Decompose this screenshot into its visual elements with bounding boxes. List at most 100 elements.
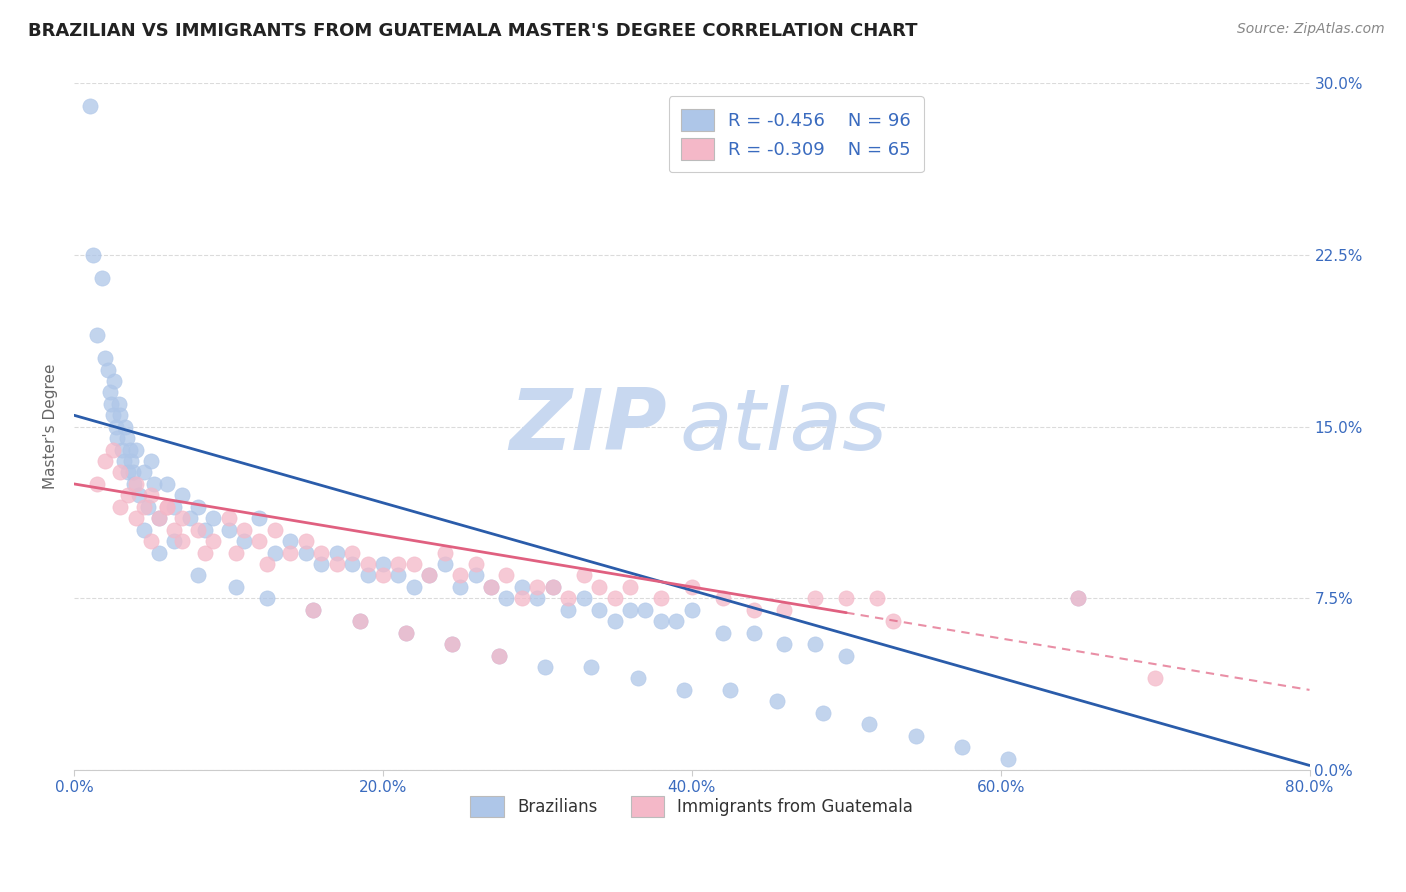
Point <box>449 580 471 594</box>
Point <box>163 523 186 537</box>
Point <box>681 580 703 594</box>
Point <box>804 591 827 606</box>
Point <box>325 545 347 559</box>
Point <box>294 545 316 559</box>
Point <box>302 603 325 617</box>
Point <box>882 614 904 628</box>
Point <box>371 568 394 582</box>
Point <box>526 591 548 606</box>
Point <box>395 625 418 640</box>
Point <box>588 603 610 617</box>
Point <box>194 523 217 537</box>
Point <box>79 99 101 113</box>
Point <box>108 397 131 411</box>
Point <box>402 557 425 571</box>
Point <box>773 603 796 617</box>
Point <box>141 454 163 468</box>
Point <box>479 580 502 594</box>
Point <box>117 488 139 502</box>
Point <box>395 625 418 640</box>
Point <box>148 545 170 559</box>
Point <box>510 591 533 606</box>
Point <box>225 545 247 559</box>
Point <box>866 591 889 606</box>
Point <box>163 500 186 514</box>
Point <box>141 488 163 502</box>
Point <box>488 648 510 663</box>
Point <box>111 442 134 457</box>
Text: Source: ZipAtlas.com: Source: ZipAtlas.com <box>1237 22 1385 37</box>
Point <box>681 603 703 617</box>
Point <box>510 580 533 594</box>
Point <box>302 603 325 617</box>
Point <box>233 523 256 537</box>
Point <box>765 694 787 708</box>
Point <box>718 682 741 697</box>
Point <box>101 442 124 457</box>
Point <box>179 511 201 525</box>
Point <box>356 557 378 571</box>
Point <box>835 648 858 663</box>
Point <box>387 568 409 582</box>
Point <box>101 409 124 423</box>
Text: atlas: atlas <box>679 385 887 468</box>
Point <box>603 591 626 606</box>
Point <box>110 500 132 514</box>
Point <box>132 466 155 480</box>
Point <box>110 466 132 480</box>
Point <box>278 545 301 559</box>
Point <box>218 523 240 537</box>
Point <box>464 568 486 582</box>
Point <box>187 500 209 514</box>
Point <box>634 603 657 617</box>
Point <box>309 557 332 571</box>
Point <box>950 740 973 755</box>
Point <box>349 614 371 628</box>
Y-axis label: Master's Degree: Master's Degree <box>44 364 58 490</box>
Point <box>294 534 316 549</box>
Point <box>90 271 112 285</box>
Point <box>125 442 148 457</box>
Point <box>572 591 595 606</box>
Point <box>143 477 166 491</box>
Point <box>103 374 125 388</box>
Point <box>603 614 626 628</box>
Point <box>835 591 858 606</box>
Point <box>256 557 278 571</box>
Point <box>742 625 765 640</box>
Point <box>673 682 696 697</box>
Point <box>665 614 688 628</box>
Point <box>858 717 880 731</box>
Point <box>711 591 734 606</box>
Point <box>132 500 155 514</box>
Point <box>449 568 471 582</box>
Point <box>225 580 247 594</box>
Point <box>156 500 179 514</box>
Point <box>541 580 564 594</box>
Point <box>163 534 186 549</box>
Point <box>387 557 409 571</box>
Point <box>187 568 209 582</box>
Point <box>627 672 650 686</box>
Point <box>172 534 194 549</box>
Point <box>172 488 194 502</box>
Point <box>233 534 256 549</box>
Point <box>541 580 564 594</box>
Point <box>94 351 117 365</box>
Point <box>94 454 117 468</box>
Point <box>1067 591 1090 606</box>
Point <box>120 454 142 468</box>
Point <box>110 409 132 423</box>
Point <box>194 545 217 559</box>
Point <box>804 637 827 651</box>
Text: BRAZILIAN VS IMMIGRANTS FROM GUATEMALA MASTER'S DEGREE CORRELATION CHART: BRAZILIAN VS IMMIGRANTS FROM GUATEMALA M… <box>28 22 918 40</box>
Point <box>124 477 146 491</box>
Point <box>557 603 579 617</box>
Point <box>100 397 122 411</box>
Point <box>1067 591 1090 606</box>
Point <box>202 511 225 525</box>
Point <box>581 660 603 674</box>
Point <box>479 580 502 594</box>
Point <box>418 568 440 582</box>
Point <box>121 466 143 480</box>
